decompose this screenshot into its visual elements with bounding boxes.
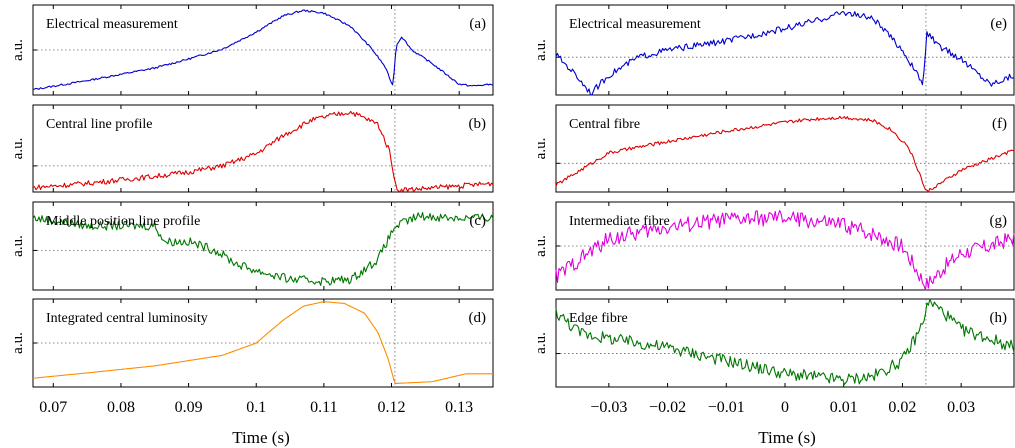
- xtick-label: 0.1: [246, 399, 266, 416]
- panel-g-label: (g): [990, 213, 1008, 229]
- panel-f-title: Central fibre: [569, 117, 640, 132]
- panel-h-frame: [555, 298, 1015, 388]
- panel-h: Edge fibre (h) a.u.: [533, 298, 1015, 388]
- panel-b-ylabel: a.u.: [10, 138, 26, 160]
- panel-d-ylabel: a.u.: [10, 332, 26, 354]
- xtick-label: −0.01: [708, 399, 745, 416]
- xtick-label: 0.13: [445, 399, 473, 416]
- panel-b-trace: [32, 110, 494, 193]
- panel-b: Central line profile (b) a.u.: [10, 104, 494, 193]
- panel-c-ylabel: a.u.: [10, 235, 26, 257]
- x-axes-layer: Time (s) Time (s) 0.07 0.08 0.09 0.1 0.11 0.1…: [39, 399, 975, 447]
- panel-g-title: Intermediate fibre: [569, 214, 670, 229]
- panel-h-title: Edge fibre: [569, 311, 628, 326]
- panel-f-trace: [555, 115, 1015, 193]
- panel-a-label: (a): [469, 16, 486, 32]
- panel-c-trace: [32, 211, 494, 286]
- panel-d-title: Integrated central luminosity: [46, 311, 208, 326]
- xtick-label: 0.08: [107, 399, 135, 416]
- xtick-label: 0.01: [830, 399, 858, 416]
- panel-f: Central fibre (f) a.u.: [533, 104, 1015, 193]
- xtick-label: 0: [781, 399, 789, 416]
- xtick-label: 0.12: [378, 399, 406, 416]
- panel-c-frame: [32, 201, 494, 291]
- panel-g-trace: [555, 209, 1015, 291]
- panel-h-label: (h): [990, 310, 1008, 326]
- left-xlabel: Time (s): [232, 428, 289, 447]
- panel-f-label: (f): [992, 116, 1007, 132]
- panel-a-title: Electrical measurement: [46, 17, 178, 32]
- panel-b-frame: [32, 104, 494, 193]
- panel-d-trace: [32, 301, 493, 384]
- panel-e-frame: [555, 4, 1015, 96]
- xtick-label: 0.03: [947, 399, 975, 416]
- xtick-label: −0.02: [649, 399, 686, 416]
- xtick-label: −0.03: [590, 399, 627, 416]
- panel-c: Middle position line profile (c) a.u.: [10, 201, 494, 291]
- xtick-label: 0.02: [888, 399, 916, 416]
- panel-b-title: Central line profile: [46, 117, 153, 132]
- panels-layer: Electrical measurement (a)a.u.Central lin…: [10, 4, 1015, 388]
- xtick-label: 0.07: [39, 399, 67, 416]
- panel-h-ylabel: a.u.: [533, 332, 549, 354]
- panel-b-label: (b): [469, 116, 487, 132]
- panel-h-trace: [555, 298, 1015, 386]
- panel-f-ylabel: a.u.: [533, 138, 549, 160]
- panel-d-label: (d): [469, 310, 487, 326]
- panel-e-ylabel: a.u.: [533, 39, 549, 61]
- panel-c-title: Middle position line profile: [46, 214, 200, 229]
- panel-g: Intermediate fibre (g) a.u.: [533, 201, 1015, 291]
- panel-e-title: Electrical measurement: [569, 17, 701, 32]
- right-xlabel: Time (s): [758, 428, 815, 447]
- panel-a-ylabel: a.u.: [10, 39, 26, 61]
- xtick-label: 0.09: [175, 399, 203, 416]
- panel-c-label: (c): [469, 213, 486, 229]
- panel-e-trace: [555, 10, 1015, 96]
- panel-a-trace: [33, 9, 494, 90]
- xtick-label: 0.11: [310, 399, 337, 416]
- panel-e: Electrical measurement (e) a.u.: [533, 4, 1015, 96]
- panel-a: Electrical measurement (a) a.u.: [10, 4, 494, 96]
- panel-g-ylabel: a.u.: [533, 235, 549, 257]
- panel-d: Integrated central luminosity (d) a.u.: [10, 298, 494, 388]
- panel-e-label: (e): [990, 16, 1007, 32]
